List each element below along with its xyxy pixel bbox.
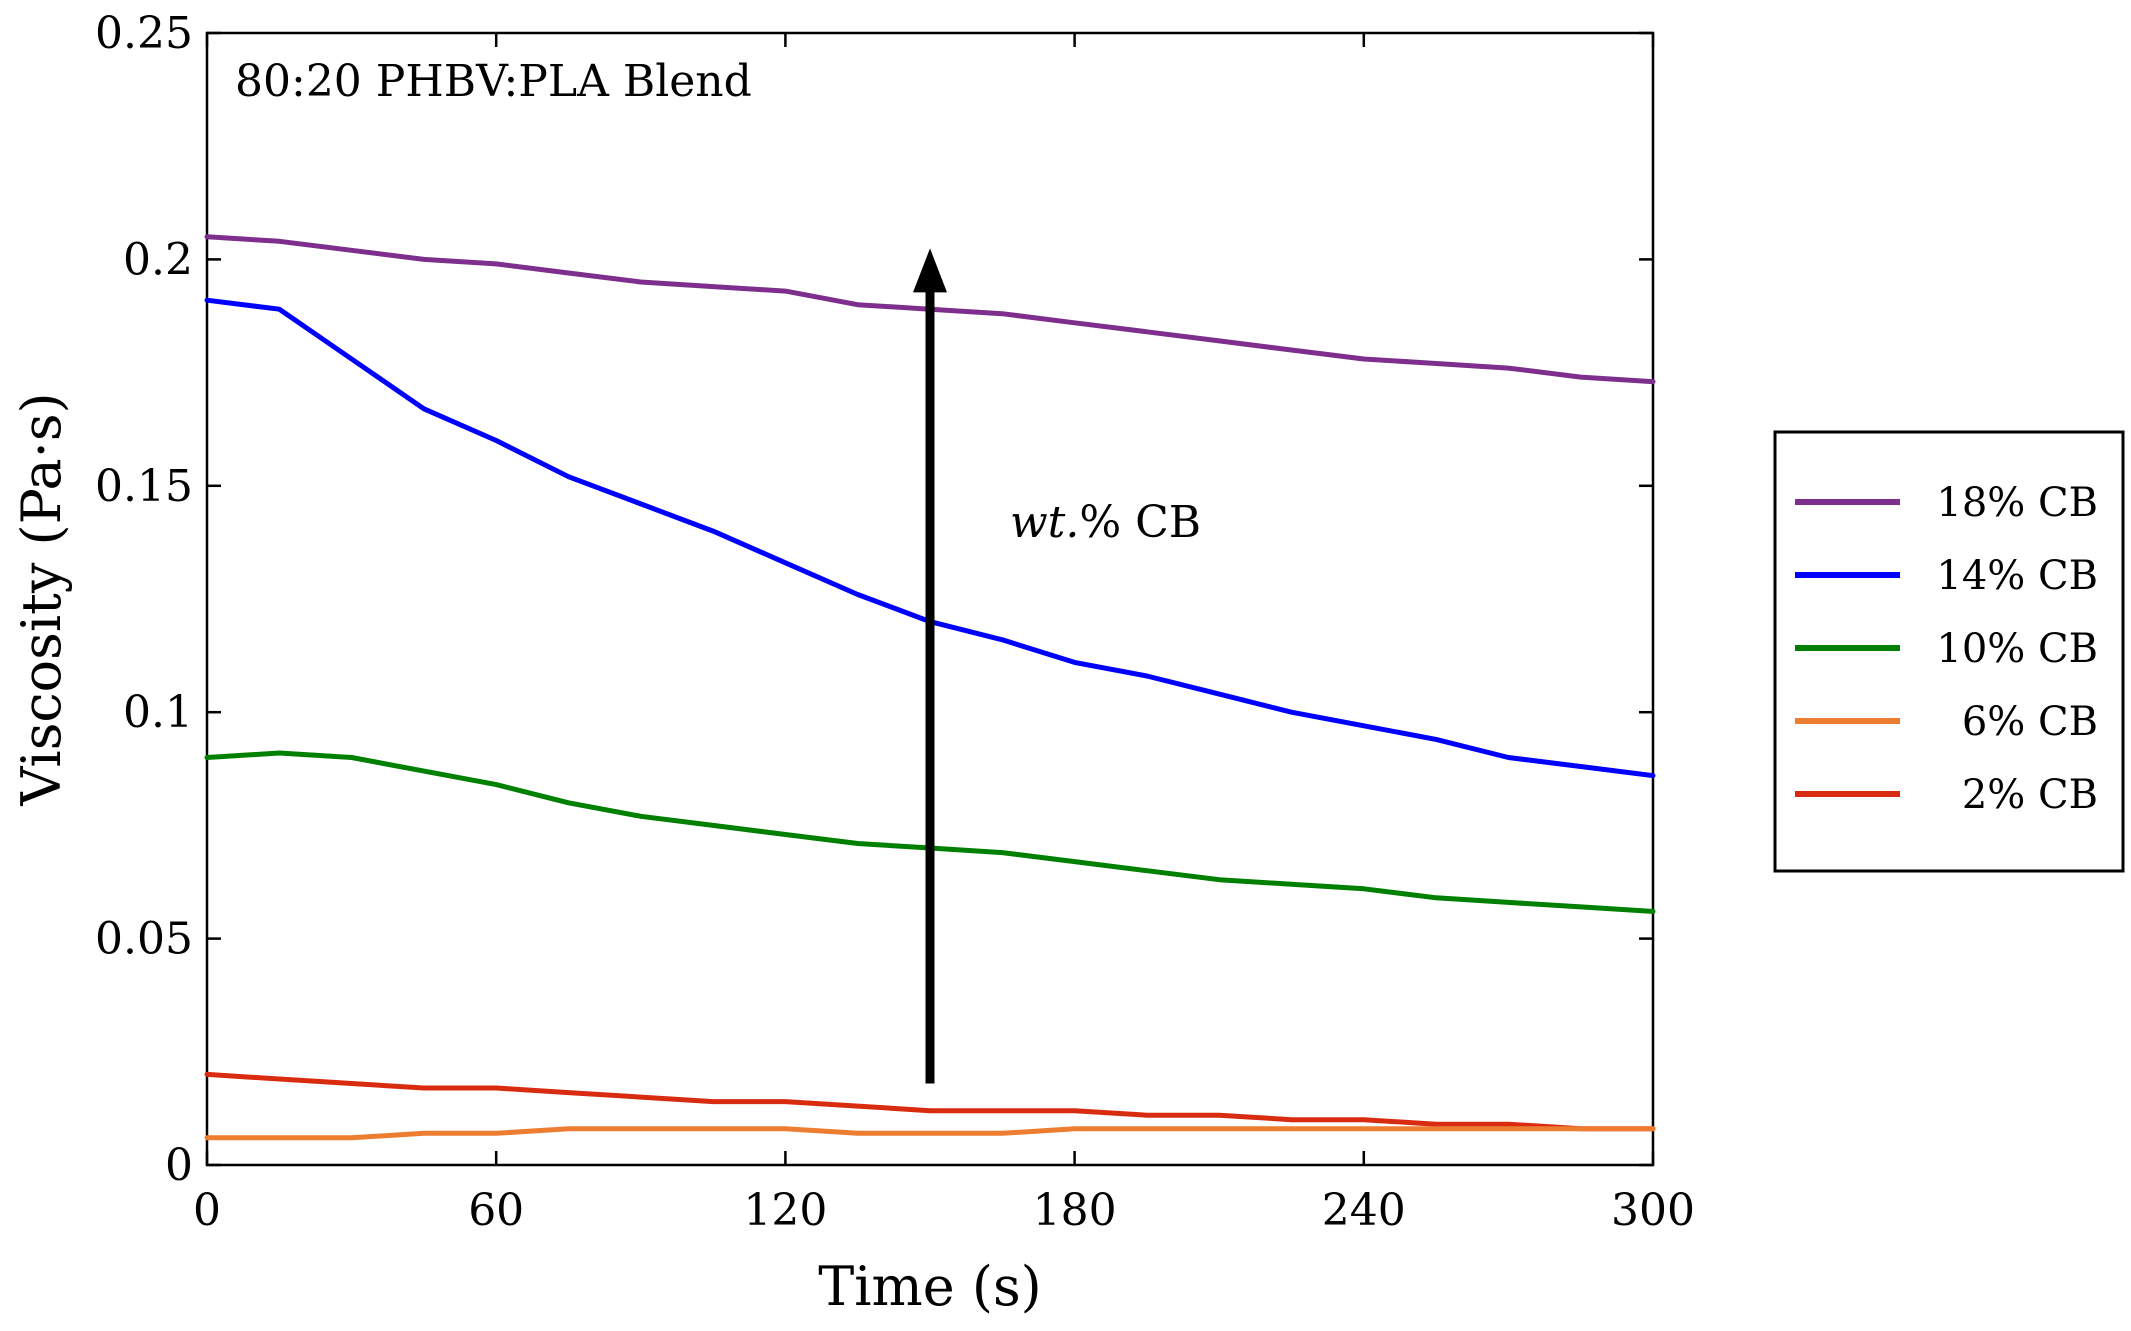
chart-title: 80:20 PHBV:PLA Blend [235,56,752,107]
y-tick-label: 0.05 [95,914,193,965]
x-tick-label: 120 [743,1185,827,1236]
y-tick-label: 0.1 [123,687,193,738]
legend-label: 18% CB [1936,480,2098,526]
annotation: wt.% CB [913,248,1201,1084]
x-axis: 0 60 120 180 240 300 [193,33,1695,1236]
x-tick-label: 0 [193,1185,221,1236]
x-tick-label: 240 [1322,1185,1406,1236]
legend-label: 6% CB [1962,699,2098,745]
legend-label: 2% CB [1962,772,2098,818]
annotation-arrow-head [913,248,947,293]
legend: 18% CB 14% CB 10% CB 6% CB 2% CB [1773,430,2125,873]
y-tick-label: 0.15 [95,461,193,512]
legend-label: 10% CB [1936,626,2098,672]
legend-box [1773,430,2125,873]
x-tick-label: 60 [468,1185,524,1236]
annotation-italic: wt. [1010,497,1079,548]
annotation-label: wt.% CB [1010,497,1201,548]
y-tick-label: 0.25 [95,8,193,59]
y-axis-title: Viscosity (Pa·s) [10,392,73,806]
annotation-rest: % CB [1079,497,1201,548]
x-tick-label: 180 [1033,1185,1117,1236]
y-tick-label: 0 [165,1140,193,1191]
x-tick-label: 300 [1611,1185,1695,1236]
y-tick-label: 0.2 [123,234,193,285]
legend-label: 14% CB [1936,553,2098,599]
x-axis-title: Time (s) [818,1255,1041,1318]
series-line-2-cb [204,1071,1656,1132]
series-line-6-cb [204,1126,1656,1141]
y-axis: 0 0.05 0.1 0.15 0.2 0.25 [95,8,1653,1191]
